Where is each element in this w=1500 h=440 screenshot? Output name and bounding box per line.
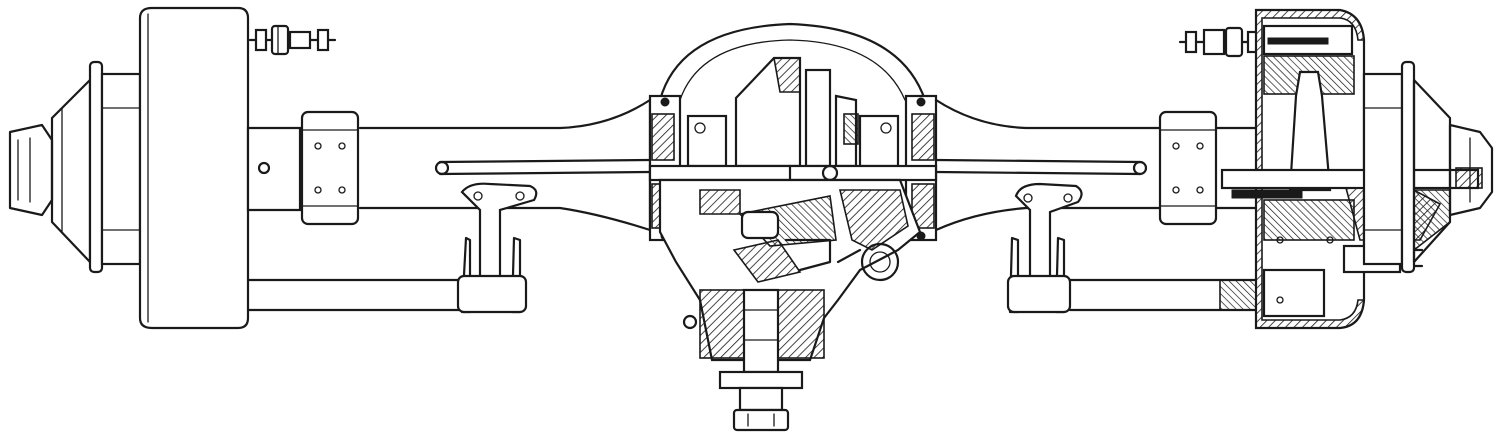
left-brake-drum [138,6,250,330]
left-brake-adjuster [248,24,337,56]
right-axle-tube [934,98,1258,232]
differential-housing [648,22,938,432]
right-torque-arm [1006,182,1272,314]
left-axle-tube [246,98,652,232]
right-brake-adjuster [1178,26,1264,58]
left-hub-assembly [8,60,142,274]
right-hub-assembly [1362,60,1494,274]
left-torque-arm [246,182,538,314]
right-brake-drum-section [1220,8,1480,330]
